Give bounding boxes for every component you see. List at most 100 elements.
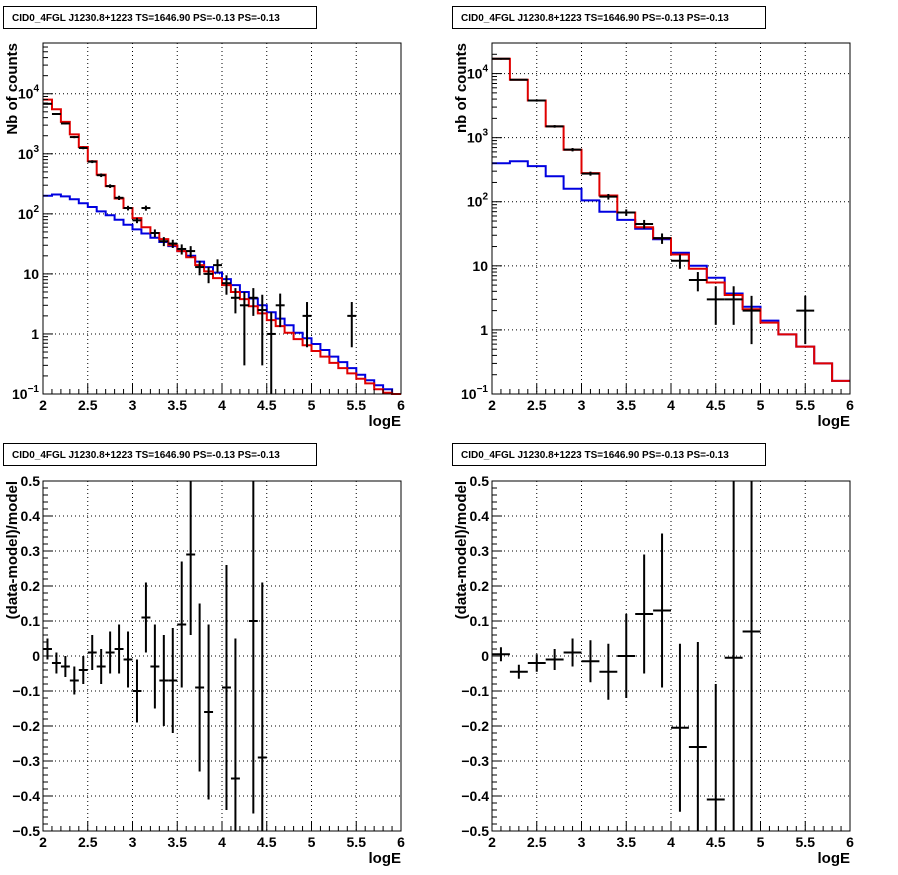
data-point [230, 288, 240, 314]
y-tick-label: 10−1 [461, 384, 488, 402]
data-point [581, 640, 600, 683]
data-point [617, 209, 636, 216]
y-tick-label: −0.1 [461, 683, 489, 699]
y-axis-title: (data-model)/model [4, 481, 21, 619]
x-tick-label: 3 [129, 397, 137, 413]
data-point [195, 260, 205, 276]
data-point [230, 638, 240, 831]
data-point [742, 295, 761, 345]
data-point [195, 603, 205, 772]
data-point [239, 291, 249, 366]
y-tick-label: −0.4 [12, 788, 40, 804]
x-tick-label: 3.5 [617, 834, 637, 850]
x-tick-label: 2.5 [78, 834, 98, 850]
data-point [177, 561, 187, 688]
data-point [509, 664, 528, 679]
x-tick-label: 5 [308, 834, 316, 850]
x-tick-label: 3.5 [168, 397, 188, 413]
data-point [248, 288, 258, 316]
data-point [545, 125, 564, 128]
x-tick-label: 2.5 [78, 397, 98, 413]
y-tick-label: −0.1 [12, 683, 40, 699]
x-tick-label: 2.5 [527, 397, 547, 413]
data-point [653, 533, 671, 688]
y-tick-label: 0.4 [470, 508, 490, 524]
x-tick-label: 4.5 [257, 834, 277, 850]
x-tick-label: 5 [308, 397, 316, 413]
data-point [688, 642, 707, 831]
data-point [105, 184, 115, 188]
data-point [257, 294, 267, 366]
x-tick-label: 2 [488, 397, 496, 413]
chart-title: CID0_4FGL J1230.8+1223 TS=1646.90 PS=-0.… [452, 6, 766, 29]
data-point [132, 217, 142, 224]
data-point [581, 171, 600, 176]
y-tick-label: 104 [18, 84, 40, 102]
data-point [527, 654, 546, 672]
data-point [492, 647, 510, 662]
x-tick-label: 3.5 [168, 834, 188, 850]
x-tick-label: 4 [218, 397, 226, 413]
x-tick-label: 3 [578, 397, 586, 413]
data-point [545, 649, 564, 670]
background-model-line [43, 193, 401, 395]
x-tick-label: 2 [488, 834, 496, 850]
x-tick-label: 5.5 [347, 397, 367, 413]
y-tick-label: 0 [481, 648, 489, 664]
data-point [671, 643, 689, 812]
pad-bottom-left: CID0_4FGL J1230.8+1223 TS=1646.90 PS=-0.… [0, 437, 449, 875]
x-tick-label: 4 [667, 397, 675, 413]
data-point [302, 302, 312, 348]
data-point [159, 635, 169, 726]
x-tick-label: 3 [578, 834, 586, 850]
data-point [213, 259, 222, 273]
data-point [742, 481, 761, 831]
x-axis-title: logE [369, 413, 402, 430]
x-tick-label: 2 [39, 397, 47, 413]
x-tick-label: 6 [397, 834, 405, 850]
data-point [222, 275, 231, 295]
x-axis-title: logE [818, 850, 851, 867]
y-axis-title: nb of counts [453, 43, 470, 133]
data-point [123, 631, 133, 688]
y-tick-label: 10 [472, 258, 488, 274]
data-point [51, 112, 61, 115]
data-point [688, 272, 707, 292]
y-tick-label: 1 [480, 322, 488, 338]
y-tick-label: −0.2 [12, 718, 40, 734]
data-point [87, 160, 97, 164]
y-tick-label: −0.3 [461, 753, 489, 769]
x-tick-label: 6 [397, 397, 405, 413]
data-point [563, 638, 582, 667]
y-tick-label: 0.1 [21, 613, 41, 629]
chart-title: CID0_4FGL J1230.8+1223 TS=1646.90 PS=-0.… [3, 6, 317, 29]
y-tick-label: 0 [32, 648, 40, 664]
data-point [78, 146, 88, 150]
y-tick-label: −0.2 [461, 718, 489, 734]
chart-tl: 2 2.5 3 3.5 4 4.5 5 5.5 6 10−1 1 10 102 103 104 logE Nb … [4, 42, 405, 430]
data-point [141, 205, 151, 211]
data-point [69, 666, 79, 695]
y-tick-label: 0.1 [470, 613, 490, 629]
data-point [105, 631, 115, 674]
data-point [266, 312, 276, 394]
x-tick-label: 6 [846, 834, 854, 850]
data-point [635, 219, 654, 229]
data-point [51, 652, 61, 674]
data-point [257, 582, 267, 831]
y-tick-label: −0.5 [12, 823, 40, 839]
chart-title: CID0_4FGL J1230.8+1223 TS=1646.90 PS=-0.… [452, 443, 766, 466]
data-point [141, 582, 151, 653]
x-tick-label: 4.5 [706, 834, 726, 850]
data-point [132, 659, 142, 723]
y-tick-label: 103 [18, 144, 40, 162]
x-tick-label: 2 [39, 834, 47, 850]
data-point [159, 237, 169, 247]
data-point [653, 233, 671, 244]
data-point [114, 195, 124, 201]
data-point [168, 239, 178, 248]
data-point [204, 267, 214, 284]
data-point [275, 293, 285, 328]
data-point [114, 624, 124, 674]
